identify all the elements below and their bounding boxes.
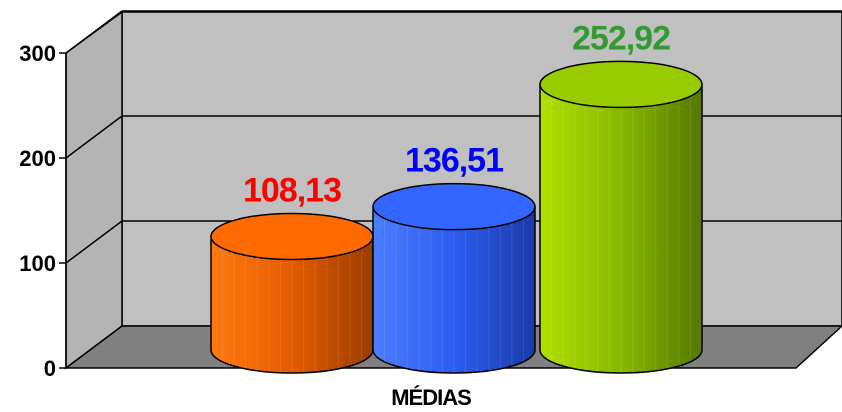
y-axis-ticks: 0 100 200 300 <box>19 41 66 381</box>
bar-body <box>539 83 703 374</box>
y-tick-label: 200 <box>19 146 56 171</box>
bar-1 <box>210 212 374 374</box>
data-label-2: 136,51 <box>405 142 503 180</box>
gridline-side <box>65 220 123 264</box>
data-label-3: 252,92 <box>572 19 670 57</box>
bar-top <box>210 212 374 261</box>
bar-body <box>372 205 536 374</box>
y-tick-label: 300 <box>19 41 56 66</box>
x-category-label: MÉDIAS <box>391 385 471 410</box>
bar-top <box>372 182 536 231</box>
bar-2 <box>372 182 536 374</box>
side-wall <box>65 10 123 370</box>
gridline-side <box>65 115 123 159</box>
y-tick-label: 100 <box>19 251 56 276</box>
bar-top <box>539 60 703 109</box>
bars <box>210 60 703 374</box>
bar-3 <box>539 60 703 374</box>
data-label-1: 108,13 <box>243 171 341 209</box>
bar-body <box>210 235 374 374</box>
data-labels: 108,13 136,51 252,92 <box>243 19 671 209</box>
y-tick-label: 0 <box>44 356 56 381</box>
gridline-side <box>65 10 123 54</box>
